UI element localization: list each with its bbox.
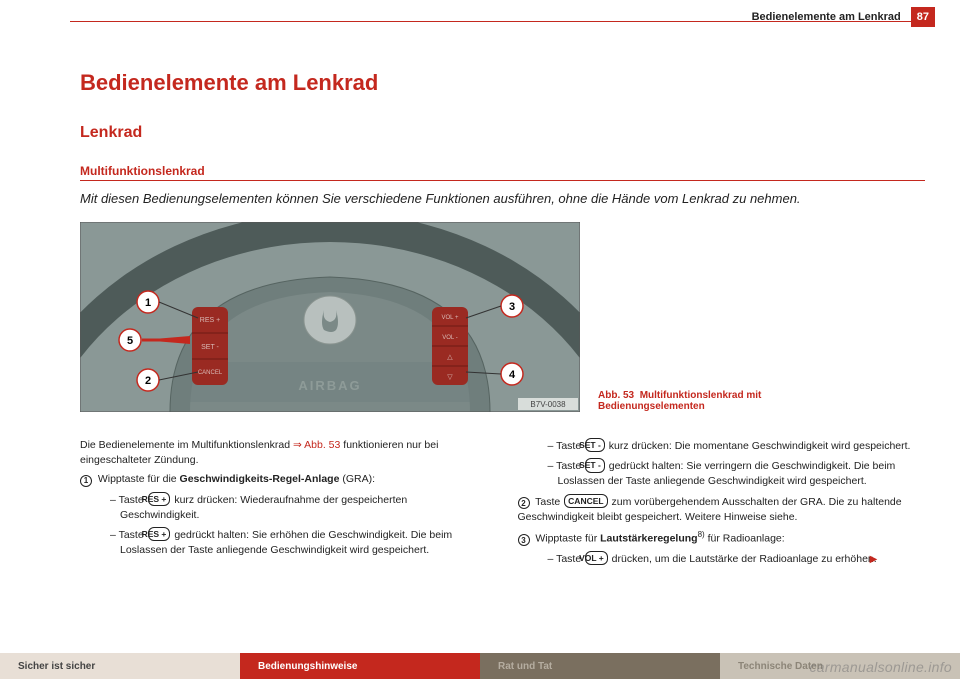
subsection-title: Multifunktionslenkrad <box>80 164 925 181</box>
svg-text:4: 4 <box>509 369 516 381</box>
footnote-8: 8) <box>698 530 705 539</box>
svg-text:AIRBAG: AIRBAG <box>298 378 361 393</box>
bullet3b: für Radioanlage: <box>705 533 785 545</box>
svg-text:B7V-0038: B7V-0038 <box>530 400 566 409</box>
r-s1b: kurz drücken: Die momentane Geschwindigk… <box>606 440 911 452</box>
btn-set-minus-2: SET - <box>585 458 605 472</box>
column-right: – Taste SET - kurz drücken: Die momentan… <box>518 434 926 567</box>
bullet1b: (GRA): <box>339 473 375 485</box>
svg-text:RES +: RES + <box>200 317 220 324</box>
svg-text:2: 2 <box>145 375 151 387</box>
section-title: Lenkrad <box>80 124 925 142</box>
header-rule <box>70 21 935 22</box>
figure-label: Abb. 53 <box>598 390 634 401</box>
svg-text:1: 1 <box>145 297 151 309</box>
tab-sicher[interactable]: Sicher ist sicher <box>0 653 240 679</box>
callout-1-icon: 1 <box>80 475 92 487</box>
svg-text:▽: ▽ <box>447 374 453 381</box>
intro-text: Mit diesen Bedienungselementen können Si… <box>80 191 925 206</box>
bullet3a: Wipptaste für <box>535 533 600 545</box>
btn-res-plus: RES + <box>148 492 171 506</box>
figure-wheel: AIRBAG RES + SET - CANCEL VOL + VOL - △ … <box>80 222 580 412</box>
btn-vol-plus: VOL + <box>585 551 608 565</box>
svg-text:VOL -: VOL - <box>442 335 457 341</box>
r-s2b: gedrückt halten: Sie verringern die Gesc… <box>558 460 896 487</box>
svg-text:5: 5 <box>127 335 133 347</box>
callout-2-icon: 2 <box>518 497 530 509</box>
ref-link[interactable]: ⇒ Abb. 53 <box>293 439 340 451</box>
bullet2a: Taste <box>535 496 563 508</box>
page-number: 87 <box>911 7 935 27</box>
svg-text:VOL +: VOL + <box>442 315 459 321</box>
r-b3s1b: drücken, um die Lautstärke der Radioanla… <box>609 553 877 565</box>
para1a: Die Bedienelemente im Multifunktionslenk… <box>80 439 293 451</box>
bullet3bold: Lautstärkeregelung <box>600 533 697 545</box>
svg-text:CANCEL: CANCEL <box>198 370 223 376</box>
figure-caption: Abb. 53 Multifunktionslenkrad mit Bedien… <box>598 390 818 412</box>
callout-3-icon: 3 <box>518 534 530 546</box>
btn-res-plus-2: RES + <box>148 527 171 541</box>
column-left: Die Bedienelemente im Multifunktionslenk… <box>80 434 488 567</box>
tab-bedienung[interactable]: Bedienungshinweise <box>240 653 480 679</box>
bullet1a: Wipptaste für die <box>98 473 180 485</box>
btn-cancel: CANCEL <box>564 494 607 508</box>
btn-set-minus: SET - <box>585 438 605 452</box>
page-title: Bedienelemente am Lenkrad <box>80 70 925 96</box>
watermark: carmanualsonline.info <box>810 659 953 675</box>
svg-text:SET -: SET - <box>201 344 219 351</box>
bullet1bold: Geschwindigkeits-Regel-Anlage <box>180 473 340 485</box>
svg-text:3: 3 <box>509 301 515 313</box>
svg-text:△: △ <box>447 354 453 361</box>
tab-rat[interactable]: Rat und Tat <box>480 653 720 679</box>
